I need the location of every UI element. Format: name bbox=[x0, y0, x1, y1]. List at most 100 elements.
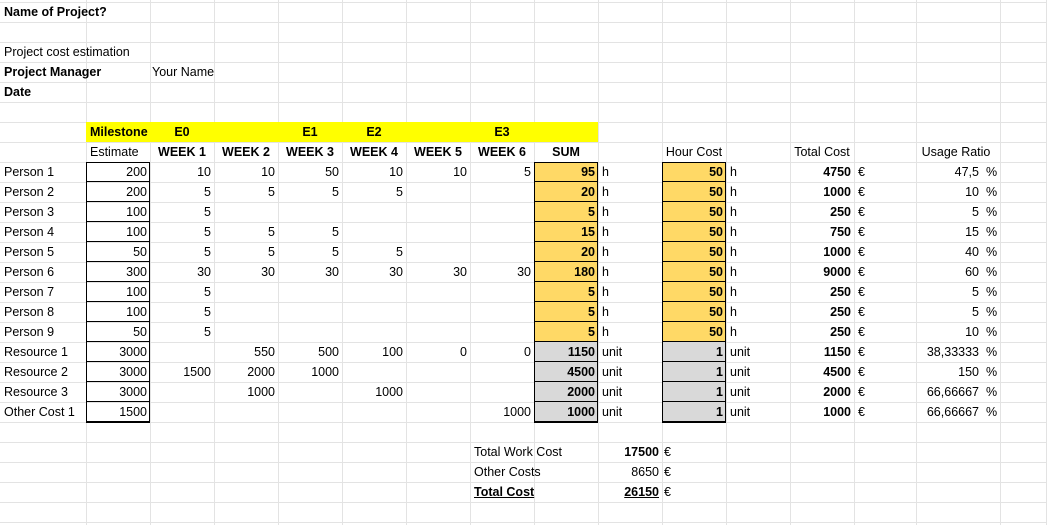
hour-cost-cell[interactable]: 1 bbox=[662, 382, 726, 402]
total-cost-currency[interactable]: € bbox=[858, 225, 865, 239]
total-cost-currency[interactable]: € bbox=[858, 305, 865, 319]
sum-cell[interactable]: 4500 bbox=[534, 362, 598, 382]
hour-cost-unit[interactable]: unit bbox=[730, 385, 751, 399]
row-name[interactable]: Person 4 bbox=[4, 225, 55, 239]
usage-ratio-cell[interactable]: 5 bbox=[972, 205, 979, 219]
week-cell[interactable] bbox=[406, 242, 470, 262]
hour-cost-cell[interactable]: 50 bbox=[662, 202, 726, 222]
hour-cost-cell[interactable]: 50 bbox=[662, 322, 726, 342]
row-name[interactable]: Person 5 bbox=[4, 245, 55, 259]
hour-cost-unit[interactable]: unit bbox=[730, 345, 751, 359]
week-cell[interactable] bbox=[214, 402, 278, 422]
total-cost-cell[interactable]: 250 bbox=[830, 305, 851, 319]
week-cell[interactable]: 550 bbox=[254, 345, 275, 359]
week-cell[interactable]: 10 bbox=[453, 165, 467, 179]
week-cell[interactable] bbox=[406, 402, 470, 422]
usage-ratio-cell[interactable]: 10 bbox=[965, 325, 979, 339]
week-cell[interactable] bbox=[342, 282, 406, 302]
week-cell[interactable]: 1500 bbox=[183, 365, 211, 379]
hour-cost-unit[interactable]: h bbox=[730, 265, 737, 279]
row-name[interactable]: Person 8 bbox=[4, 305, 55, 319]
row-name[interactable]: Person 7 bbox=[4, 285, 55, 299]
week-cell[interactable] bbox=[470, 302, 534, 322]
week-cell[interactable] bbox=[214, 202, 278, 222]
week-cell[interactable]: 50 bbox=[325, 165, 339, 179]
week-cell[interactable]: 5 bbox=[396, 245, 403, 259]
week-header[interactable]: WEEK 2 bbox=[222, 145, 270, 159]
milestone-e1[interactable]: E1 bbox=[302, 125, 318, 139]
hour-cost-cell[interactable]: 50 bbox=[662, 182, 726, 202]
week-cell[interactable] bbox=[406, 362, 470, 382]
estimate-cell[interactable]: 3000 bbox=[86, 342, 150, 362]
total-cost-cell[interactable]: 1150 bbox=[823, 345, 851, 359]
hour-cost-cell[interactable]: 1 bbox=[662, 402, 726, 422]
sum-cell[interactable]: 1000 bbox=[534, 402, 598, 422]
row-name[interactable]: Person 1 bbox=[4, 165, 55, 179]
sum-unit[interactable]: h bbox=[602, 165, 609, 179]
usage-ratio-cell[interactable]: 5 bbox=[972, 285, 979, 299]
week-cell[interactable] bbox=[406, 382, 470, 402]
hour-cost-cell[interactable]: 50 bbox=[662, 162, 726, 182]
week-cell[interactable] bbox=[278, 202, 342, 222]
week-cell[interactable]: 0 bbox=[524, 345, 531, 359]
hour-cost-cell[interactable]: 50 bbox=[662, 282, 726, 302]
week-cell[interactable]: 100 bbox=[382, 345, 403, 359]
week-cell[interactable] bbox=[342, 222, 406, 242]
hour-cost-cell[interactable]: 50 bbox=[662, 222, 726, 242]
estimate-cell[interactable]: 50 bbox=[86, 322, 150, 342]
total-cost-currency[interactable]: € bbox=[858, 185, 865, 199]
week-cell[interactable] bbox=[470, 242, 534, 262]
week-cell[interactable]: 5 bbox=[268, 245, 275, 259]
total-cost-currency[interactable]: € bbox=[858, 265, 865, 279]
week-cell[interactable] bbox=[406, 222, 470, 242]
sum-unit[interactable]: unit bbox=[602, 345, 623, 359]
project-manager-label[interactable]: Project Manager bbox=[4, 65, 102, 79]
estimate-cell[interactable]: 200 bbox=[86, 182, 150, 202]
sum-unit[interactable]: unit bbox=[602, 405, 623, 419]
week-cell[interactable]: 10 bbox=[197, 165, 211, 179]
milestone-e0[interactable]: E0 bbox=[174, 125, 190, 139]
usage-ratio-percent[interactable]: % bbox=[986, 405, 998, 419]
other-costs-value[interactable]: 8650 bbox=[631, 465, 659, 479]
sum-unit[interactable]: unit bbox=[602, 385, 623, 399]
sum-cell[interactable]: 2000 bbox=[534, 382, 598, 402]
total-cost-cell[interactable]: 1000 bbox=[823, 185, 851, 199]
hour-cost-unit[interactable]: unit bbox=[730, 365, 751, 379]
total-cost-currency[interactable]: € bbox=[858, 325, 865, 339]
week-cell[interactable]: 1000 bbox=[311, 365, 339, 379]
week-cell[interactable]: 2000 bbox=[247, 365, 275, 379]
estimate-cell[interactable]: 100 bbox=[86, 302, 150, 322]
week-cell[interactable]: 10 bbox=[261, 165, 275, 179]
usage-ratio-percent[interactable]: % bbox=[986, 365, 998, 379]
row-name[interactable]: Resource 1 bbox=[4, 345, 68, 359]
total-cost-header[interactable]: Total Cost bbox=[794, 145, 850, 159]
week-cell[interactable]: 5 bbox=[332, 185, 339, 199]
week-cell[interactable] bbox=[470, 382, 534, 402]
sum-unit[interactable]: h bbox=[602, 245, 609, 259]
week-header[interactable]: WEEK 5 bbox=[414, 145, 462, 159]
hour-cost-cell[interactable]: 50 bbox=[662, 302, 726, 322]
sum-unit[interactable]: h bbox=[602, 325, 609, 339]
usage-ratio-percent[interactable]: % bbox=[986, 345, 998, 359]
week-cell[interactable] bbox=[214, 302, 278, 322]
week-cell[interactable] bbox=[150, 382, 214, 402]
usage-ratio-cell[interactable]: 66,66667 bbox=[926, 405, 979, 419]
week-cell[interactable]: 30 bbox=[197, 265, 211, 279]
hour-cost-cell[interactable]: 1 bbox=[662, 342, 726, 362]
row-name[interactable]: Person 9 bbox=[4, 325, 55, 339]
total-cost-value[interactable]: 26150 bbox=[624, 485, 659, 499]
usage-ratio-cell[interactable]: 60 bbox=[965, 265, 979, 279]
project-manager-value[interactable]: Your Name bbox=[152, 65, 215, 79]
total-cost-currency[interactable]: € bbox=[858, 385, 865, 399]
total-cost-currency[interactable]: € bbox=[858, 245, 865, 259]
hour-cost-unit[interactable]: unit bbox=[730, 405, 751, 419]
total-cost-currency[interactable]: € bbox=[858, 285, 865, 299]
sum-unit[interactable]: h bbox=[602, 285, 609, 299]
week-cell[interactable] bbox=[470, 202, 534, 222]
total-cost-currency[interactable]: € bbox=[858, 205, 865, 219]
total-cost-cell[interactable]: 250 bbox=[830, 325, 851, 339]
week-cell[interactable]: 30 bbox=[389, 265, 403, 279]
usage-ratio-percent[interactable]: % bbox=[986, 225, 998, 239]
hour-cost-unit[interactable]: h bbox=[730, 305, 737, 319]
